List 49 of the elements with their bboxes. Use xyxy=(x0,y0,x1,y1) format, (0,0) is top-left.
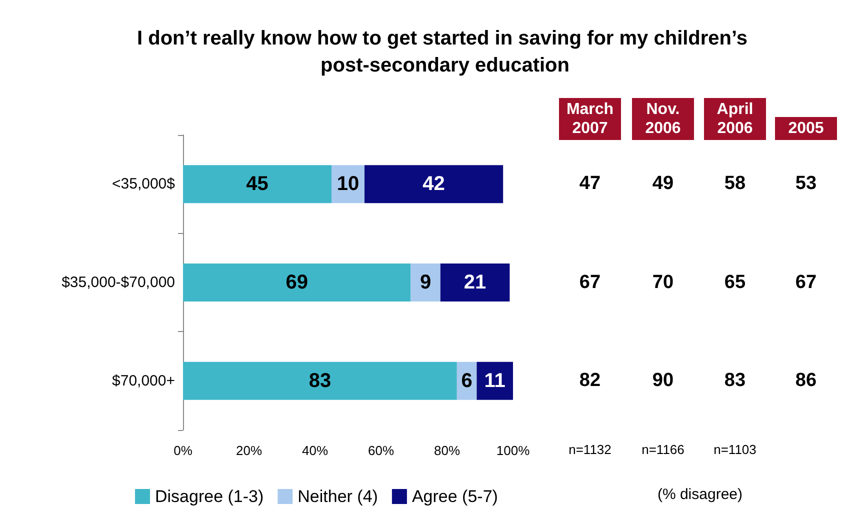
text: 53 xyxy=(794,173,818,196)
y-tick-label: <35,000$ xyxy=(112,176,176,193)
bar xyxy=(183,362,457,400)
x-tick-label: 40% xyxy=(302,443,328,458)
text: 83 xyxy=(723,370,747,392)
bar xyxy=(410,264,440,302)
x-tick-label: 20% xyxy=(236,443,262,458)
x-tick-label: 80% xyxy=(434,443,460,458)
text: 90 xyxy=(651,370,675,392)
data-label: 10 xyxy=(336,173,360,196)
bar xyxy=(183,264,411,302)
text: (% disagree) xyxy=(656,486,744,503)
bar xyxy=(476,362,513,400)
legend-label: Agree (5-7) xyxy=(412,487,498,506)
x-tick-label: 100% xyxy=(496,443,530,458)
data-label: 42 xyxy=(422,173,445,196)
text: 67 xyxy=(794,272,818,294)
y-tick-label: $35,000-$70,000 xyxy=(62,274,175,291)
text: March 2007 xyxy=(559,98,621,140)
data-label: 11 xyxy=(484,370,506,392)
data-label: 9 xyxy=(420,272,432,294)
text: n=1166 xyxy=(640,442,686,457)
text: n=1103 xyxy=(712,442,758,457)
text: n=1132 xyxy=(568,442,612,457)
data-label: 6 xyxy=(461,370,472,392)
bar xyxy=(364,165,504,204)
text: 70 xyxy=(651,272,675,294)
text: 58 xyxy=(723,173,747,196)
text: 49 xyxy=(651,173,675,196)
chart-title: I don’t really know how to get started in saving for my children’s post-secondary education xyxy=(136,28,754,76)
text: 2005 xyxy=(775,117,837,140)
data-label: 21 xyxy=(464,272,486,294)
bar xyxy=(440,264,510,302)
legend-label: Disagree (1-3) xyxy=(155,487,264,506)
text: 65 xyxy=(723,272,747,294)
data-label: 83 xyxy=(308,370,332,392)
bar xyxy=(183,165,332,204)
data-label: 69 xyxy=(286,272,308,294)
text: 67 xyxy=(578,272,602,294)
data-label: 45 xyxy=(246,173,268,196)
x-tick-label: 60% xyxy=(368,443,394,458)
legend-label: Neither (4) xyxy=(298,487,378,506)
text: 47 xyxy=(578,173,602,196)
text: 82 xyxy=(578,370,602,392)
text: 86 xyxy=(794,370,818,392)
x-tick-label: 0% xyxy=(174,443,193,458)
text: Nov. 2006 xyxy=(632,98,694,140)
text: April 2006 xyxy=(704,98,766,140)
y-tick-label: $70,000+ xyxy=(112,372,176,390)
